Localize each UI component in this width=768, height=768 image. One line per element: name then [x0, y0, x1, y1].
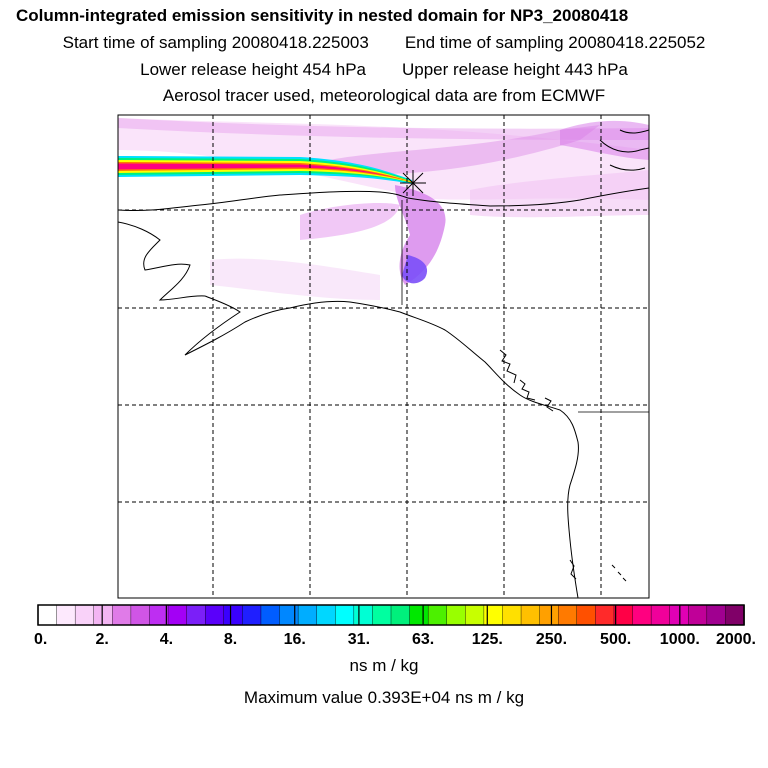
colorbar-cell — [223, 604, 244, 626]
colorbar-cell — [112, 604, 132, 626]
colorbar-cell — [205, 604, 225, 626]
colorbar-cell — [279, 604, 299, 626]
colorbar-cell — [353, 604, 374, 626]
receptor-star-icon — [400, 170, 426, 196]
colorbar-tick-label: 125. — [471, 631, 503, 648]
colorbar-cell — [409, 604, 429, 626]
colorbar-tick-label: 250. — [535, 631, 568, 648]
coastlines — [118, 129, 649, 598]
colorbar-tick-label: 8. — [223, 631, 238, 648]
colorbar-cell — [427, 604, 448, 626]
colorbar-cell — [520, 604, 541, 626]
release-lower: Lower release height 454 hPa — [140, 60, 366, 79]
colorbar-cell — [130, 604, 151, 626]
sampling-end: End time of sampling 20080418.225052 — [404, 33, 706, 52]
colorbar-cell — [242, 604, 262, 626]
colorbar-cell — [502, 604, 522, 626]
colorbar-cell — [613, 604, 634, 626]
release-heights: Lower release height 454 hPa Upper releas… — [0, 60, 768, 80]
colorbar-cell — [316, 604, 336, 626]
colorbar-tick-label: 500. — [600, 631, 632, 648]
colorbar-cell — [167, 604, 188, 626]
colorbar-cell — [37, 604, 58, 626]
sampling-start: Start time of sampling 20080418.225003 — [62, 33, 369, 52]
colorbar-cell — [297, 604, 318, 626]
colorbar-cell — [688, 604, 708, 626]
colorbar-tick-label: 1000. — [659, 631, 700, 648]
tracer-info: Aerosol tracer used, meteorological data… — [162, 86, 606, 105]
colorbar-cell — [632, 604, 652, 626]
sampling-times: Start time of sampling 20080418.225003 En… — [0, 33, 768, 53]
colorbar-cell — [335, 604, 355, 626]
colorbar-cell — [446, 604, 467, 626]
graticule — [118, 115, 649, 598]
max-value: Maximum value 0.393E+04 ns m / kg — [243, 688, 525, 707]
colorbar-cell — [56, 604, 76, 626]
colorbar-tick-label: 2. — [95, 631, 109, 648]
colorbar-cell — [186, 604, 206, 626]
colorbar-units: ns m / kg — [349, 656, 419, 675]
colorbar-tick-label: 2000. — [715, 631, 757, 648]
colorbar-cell — [650, 604, 671, 626]
colorbar-cell — [706, 604, 727, 626]
map-frame — [117, 114, 650, 599]
colorbar-cell — [595, 604, 615, 626]
colorbar-tick-label: 31. — [347, 631, 371, 648]
colorbar-cell — [372, 604, 392, 626]
colorbar-cell — [93, 604, 114, 626]
colorbar-cell — [576, 604, 597, 626]
colorbar-cell — [260, 604, 281, 626]
colorbar-cell — [149, 604, 169, 626]
colorbar-cell — [74, 604, 95, 626]
colorbar-tick-label: 4. — [159, 631, 174, 648]
colorbar-tick-label: 63. — [411, 631, 435, 648]
colorbar-cell — [558, 604, 578, 626]
release-upper: Upper release height 443 hPa — [402, 60, 628, 79]
plot-title: Column-integrated emission sensitivity i… — [16, 6, 629, 25]
colorbar-cell — [465, 604, 485, 626]
colorbar-cell — [725, 604, 745, 626]
colorbar-tick-label: 0. — [33, 631, 48, 648]
colorbar-cell — [390, 604, 411, 626]
colorbar-cell — [539, 604, 559, 626]
colorbar-tick-label: 16. — [283, 631, 306, 648]
sensitivity-core-plume — [118, 156, 412, 184]
